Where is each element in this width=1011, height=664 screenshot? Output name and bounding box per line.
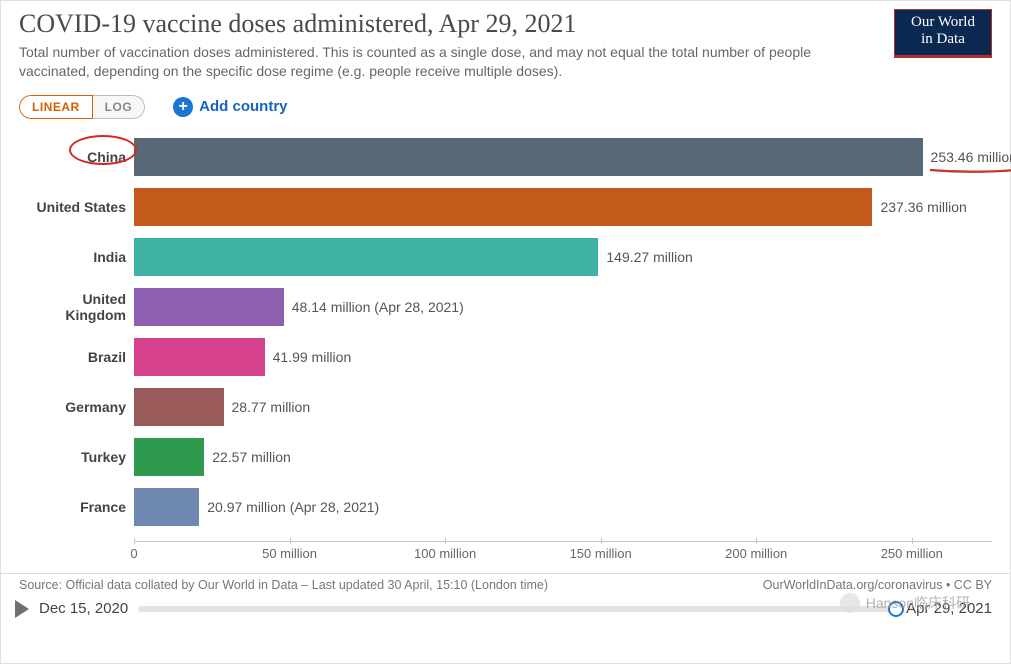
bar-label: United Kingdom (19, 291, 134, 323)
bar-value: 20.97 million (Apr 28, 2021) (199, 499, 379, 515)
header: COVID-19 vaccine doses administered, Apr… (1, 1, 1010, 87)
bar-row[interactable]: India 149.27 million (19, 237, 693, 277)
bar-row[interactable]: United Kingdom 48.14 million (Apr 28, 202… (19, 287, 464, 327)
x-axis: 050 million100 million150 million200 mil… (134, 541, 992, 565)
bar-label: Turkey (19, 449, 134, 465)
bar-value: 253.46 million (923, 149, 1011, 165)
bar-value: 237.36 million (872, 199, 966, 215)
bar-row[interactable]: Brazil 41.99 million (19, 337, 351, 377)
source-text: Source: Official data collated by Our Wo… (19, 578, 548, 592)
bar-value: 41.99 million (265, 349, 352, 365)
title-block: COVID-19 vaccine doses administered, Apr… (19, 9, 894, 81)
bar-value: 22.57 million (204, 449, 291, 465)
bar-row[interactable]: Germany 28.77 million (19, 387, 310, 427)
linear-button[interactable]: LINEAR (19, 95, 93, 119)
logo-line-2: in Data (905, 31, 981, 48)
page-subtitle: Total number of vaccination doses admini… (19, 43, 874, 81)
watermark-text: Hanson临床科研 (866, 593, 970, 613)
bar-label: United States (19, 199, 134, 215)
owid-logo[interactable]: Our World in Data (894, 9, 992, 58)
bar (134, 138, 923, 176)
bar-value: 149.27 million (598, 249, 692, 265)
bar-value: 28.77 million (224, 399, 311, 415)
bar (134, 338, 265, 376)
watermark: Hanson临床科研 (840, 593, 970, 613)
bar (134, 438, 204, 476)
bar-label: China (19, 149, 134, 165)
x-tick-label: 250 million (881, 546, 943, 561)
bar-row[interactable]: China 253.46 million (19, 137, 1011, 177)
bar-row[interactable]: United States 237.36 million (19, 187, 967, 227)
cc-text: OurWorldInData.org/coronavirus • CC BY (763, 578, 992, 592)
bar-chart: China253.46 millionUnited States237.36 m… (19, 133, 992, 571)
bar (134, 488, 199, 526)
bar (134, 188, 872, 226)
bar (134, 388, 224, 426)
bar (134, 288, 284, 326)
add-country-label: Add country (199, 98, 287, 115)
scale-toggle: LINEAR LOG (19, 95, 145, 119)
x-tick-label: 50 million (262, 546, 317, 561)
log-button[interactable]: LOG (93, 95, 146, 119)
x-tick-label: 100 million (414, 546, 476, 561)
bar-value: 48.14 million (Apr 28, 2021) (284, 299, 464, 315)
x-tick-label: 150 million (570, 546, 632, 561)
footer-source-row: Source: Official data collated by Our Wo… (1, 573, 1010, 594)
timeline-start-date: Dec 15, 2020 (39, 600, 128, 617)
bar-label: India (19, 249, 134, 265)
x-tick-label: 0 (130, 546, 137, 561)
bar-row[interactable]: France 20.97 million (Apr 28, 2021) (19, 487, 379, 527)
x-tick-label: 200 million (725, 546, 787, 561)
add-country-button[interactable]: + Add country (173, 97, 287, 117)
watermark-icon (840, 593, 860, 613)
page-title: COVID-19 vaccine doses administered, Apr… (19, 9, 874, 39)
logo-line-1: Our World (905, 14, 981, 31)
bar-label: Germany (19, 399, 134, 415)
bar-label: Brazil (19, 349, 134, 365)
play-button[interactable] (15, 600, 29, 618)
plus-icon: + (173, 97, 193, 117)
timeline-track[interactable] (138, 606, 896, 612)
bar (134, 238, 598, 276)
controls-row: LINEAR LOG + Add country (1, 87, 1010, 133)
bar-label: France (19, 499, 134, 515)
bar-row[interactable]: Turkey 22.57 million (19, 437, 291, 477)
